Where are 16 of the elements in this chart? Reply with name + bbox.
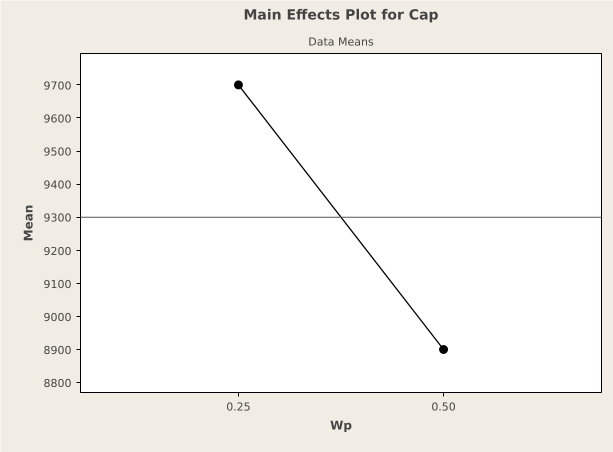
y-tick-label: 9200 <box>44 244 72 258</box>
y-tick-label: 8800 <box>44 377 72 390</box>
y-tick-label: 9700 <box>44 79 72 92</box>
y-tick-label: 9400 <box>44 178 72 192</box>
y-tick-label: 9500 <box>44 146 72 159</box>
y-axis-title: Mean <box>22 204 36 242</box>
y-tick-label: 8900 <box>44 344 72 358</box>
x-axis-title: Wp <box>330 418 352 432</box>
x-tick-label: 0.50 <box>431 400 456 414</box>
chart-title: Main Effects Plot for Cap <box>243 8 439 24</box>
y-tick-label: 9000 <box>44 310 72 324</box>
chart-subtitle: Data Means <box>308 36 374 48</box>
y-tick-label: 9300 <box>44 212 72 225</box>
x-tick-label: 0.25 <box>226 400 251 414</box>
y-tick-label: 9100 <box>44 278 72 291</box>
y-tick-label: 9600 <box>44 112 72 126</box>
